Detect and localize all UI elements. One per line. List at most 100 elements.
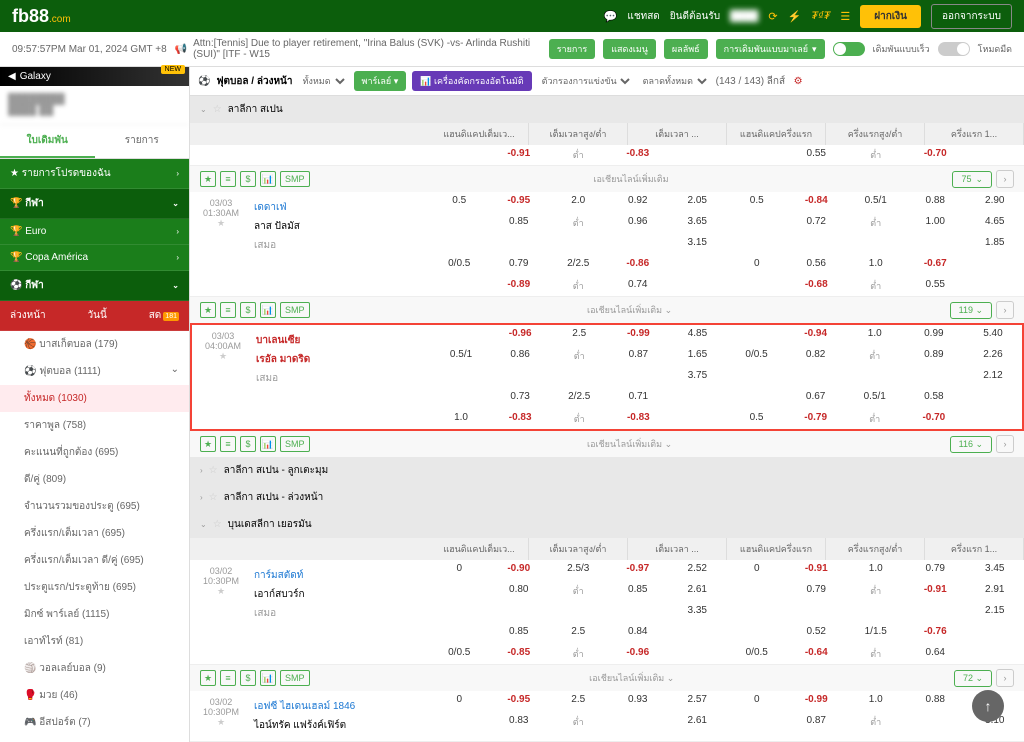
market-count[interactable]: 119 ⌄ (950, 302, 992, 319)
gift-icon[interactable]: ₮₫₮ (811, 10, 830, 22)
odds-cell[interactable]: -0.79 (787, 409, 845, 429)
home-team[interactable]: เดดาเฟ่ (254, 198, 424, 217)
tag-list[interactable]: รายการ (549, 39, 596, 59)
odds-cell[interactable] (430, 276, 489, 296)
odds-cell[interactable]: ต่ำ (549, 644, 608, 664)
odds-cell[interactable]: 0.99 (905, 325, 963, 345)
smp-action[interactable]: SMP (280, 670, 310, 686)
odds-cell[interactable]: 0.55 (906, 276, 965, 296)
odds-cell[interactable]: 0 (728, 255, 787, 275)
odds-cell[interactable]: 0.84 (609, 623, 668, 643)
odds-cell[interactable]: 0.55 (787, 145, 846, 165)
odds-cell[interactable] (906, 234, 965, 254)
odds-cell[interactable]: 0.85 (609, 581, 668, 601)
odds-cell[interactable] (550, 367, 608, 387)
odds-cell[interactable]: -0.96 (491, 325, 549, 345)
odds-cell[interactable] (728, 602, 787, 622)
odds-cell[interactable] (787, 602, 846, 622)
odds-cell[interactable]: ต่ำ (847, 712, 906, 732)
odds-cell[interactable] (432, 325, 490, 345)
odds-cell[interactable]: 2.05 (668, 192, 727, 212)
odds-cell[interactable]: -0.85 (490, 644, 549, 664)
chart-action[interactable]: 📊 (260, 171, 276, 187)
odds-cell[interactable]: -0.95 (490, 691, 549, 711)
away-team[interactable]: ไอน์ทรัค แฟร้งค์เฟิร์ต (254, 716, 424, 735)
odds-cell[interactable] (787, 234, 846, 254)
odds-cell[interactable]: 3.35 (668, 602, 727, 622)
odds-cell[interactable] (966, 145, 1024, 165)
odds-cell[interactable]: ต่ำ (550, 346, 608, 366)
odds-cell[interactable]: 0/0.5 (430, 255, 489, 275)
away-team[interactable]: เอาก์สบวร์ก (254, 585, 424, 604)
odds-cell[interactable] (846, 367, 904, 387)
more-lines[interactable]: เอเชียนไลน์เพิ่มเติม ⌄ (314, 437, 946, 451)
odds-cell[interactable]: 2.5 (549, 623, 608, 643)
odds-cell[interactable]: ต่ำ (549, 276, 608, 296)
more-lines[interactable]: เอเชียนไลน์เพิ่มเติม (314, 172, 949, 186)
settings-icon[interactable]: ⚙ (791, 74, 805, 88)
chat-icon[interactable]: 💬 (604, 10, 618, 23)
odds-cell[interactable] (847, 234, 906, 254)
odds-cell[interactable]: 2.90 (966, 192, 1024, 212)
odds-cell[interactable]: 1.0 (847, 255, 906, 275)
odds-cell[interactable]: 0.86 (491, 346, 549, 366)
stats-action[interactable]: ≡ (220, 436, 236, 452)
lightning-icon[interactable]: ⚡ (788, 10, 802, 23)
league-header-bundesliga[interactable]: ⌄ ☆ บุนเดสลีกา เยอรมัน (190, 511, 1024, 538)
odds-cell[interactable]: 0.79 (906, 560, 965, 580)
tab-betslip[interactable]: ใบเดิมพัน (0, 125, 95, 158)
chart-action[interactable]: 📊 (260, 302, 276, 318)
odds-cell[interactable]: 0.72 (787, 213, 846, 233)
smp-action[interactable]: SMP (280, 171, 310, 187)
odds-cell[interactable] (430, 145, 489, 165)
expand-arrow[interactable]: › (996, 301, 1014, 319)
odds-cell[interactable] (847, 602, 906, 622)
odds-cell[interactable] (728, 581, 787, 601)
odds-cell[interactable]: 3.45 (966, 560, 1024, 580)
league-count[interactable]: (143 / 143) ลีกส์ (716, 74, 785, 89)
stats-action[interactable]: ≡ (220, 302, 236, 318)
sidebar-copa[interactable]: 🏆 Copa América › (0, 245, 189, 271)
odds-cell[interactable] (966, 255, 1024, 275)
star-icon[interactable]: ☆ (213, 519, 222, 530)
odds-cell[interactable]: 2/2.5 (549, 255, 608, 275)
odds-cell[interactable]: -0.83 (609, 145, 668, 165)
star-icon[interactable]: ★ (217, 717, 225, 727)
sidebar-sub-all[interactable]: ทั้งหมด (1030) (0, 385, 189, 412)
odds-cell[interactable] (966, 623, 1024, 643)
odds-format-dropdown[interactable]: การเดิมพันแบบมาเลย์ ▾ (716, 39, 825, 59)
league-header-laliga-early[interactable]: › ☆ ลาลีกา สเปน - ล่วงหน้า (190, 484, 1024, 511)
odds-cell[interactable] (668, 145, 727, 165)
tab-list[interactable]: รายการ (95, 125, 190, 158)
odds-cell[interactable]: 3.75 (668, 367, 726, 387)
odds-cell[interactable]: 4.85 (668, 325, 726, 345)
odds-cell[interactable]: 0.85 (490, 213, 549, 233)
stats-action[interactable]: ≡ (220, 670, 236, 686)
odds-cell[interactable]: -0.96 (609, 644, 668, 664)
odds-cell[interactable]: 0.93 (609, 691, 668, 711)
odds-cell[interactable]: ต่ำ (847, 145, 906, 165)
odds-cell[interactable]: 0.67 (787, 388, 845, 408)
odds-cell[interactable]: ต่ำ (846, 346, 904, 366)
odds-cell[interactable] (430, 712, 489, 732)
odds-cell[interactable] (728, 276, 787, 296)
odds-cell[interactable]: ต่ำ (550, 409, 608, 429)
balance-icon[interactable]: ████ (730, 11, 758, 22)
odds-cell[interactable] (430, 602, 489, 622)
odds-cell[interactable] (668, 644, 727, 664)
sidebar-boxing[interactable]: 🥊 มวย (46) (0, 682, 189, 709)
odds-cell[interactable]: 2.26 (964, 346, 1022, 366)
odds-cell[interactable] (668, 409, 726, 429)
star-icon[interactable]: ☆ (209, 492, 218, 503)
odds-cell[interactable] (787, 367, 845, 387)
star-icon[interactable]: ★ (217, 586, 225, 596)
odds-cell[interactable] (728, 213, 787, 233)
odds-cell[interactable] (906, 712, 965, 732)
star-icon[interactable]: ☆ (209, 465, 218, 476)
odds-cell[interactable] (905, 367, 963, 387)
home-team[interactable]: เอฟซี ไฮเดนเฮลม์ 1846 (254, 697, 424, 716)
odds-cell[interactable] (668, 388, 726, 408)
star-icon[interactable]: ☆ (213, 104, 222, 115)
odds-cell[interactable] (966, 276, 1024, 296)
dollar-action[interactable]: $ (240, 670, 256, 686)
